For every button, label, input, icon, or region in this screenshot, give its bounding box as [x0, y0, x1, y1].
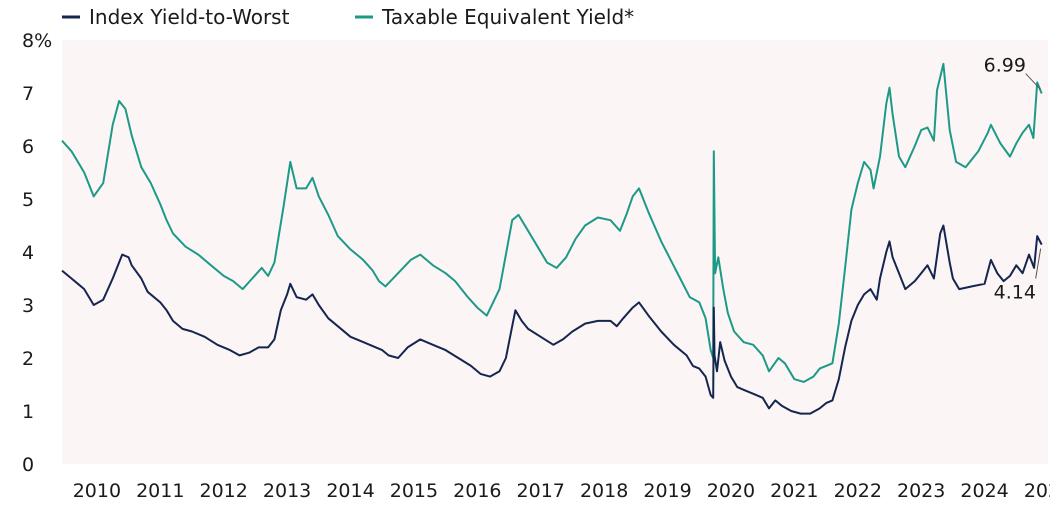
x-tick-label: 2022 — [834, 480, 882, 502]
annotation-label: 6.99 — [984, 55, 1026, 77]
x-tick-label: 2013 — [263, 480, 311, 502]
x-tick-label: 2025 — [1024, 480, 1050, 502]
y-tick-label: 1 — [22, 401, 34, 423]
series-layer — [61, 62, 1043, 415]
x-tick-label: 2019 — [643, 480, 691, 502]
x-tick-label: 2011 — [136, 480, 184, 502]
x-tick-label: 2024 — [960, 480, 1008, 502]
y-tick-label: 0 — [22, 454, 34, 476]
series-line-taxable-equivalent-yield — [61, 62, 1043, 383]
x-tick-label: 2015 — [390, 480, 438, 502]
x-tick-label: 2021 — [770, 480, 818, 502]
y-tick-label: 2 — [22, 348, 34, 370]
plot-background — [62, 40, 1048, 464]
y-tick-label: 5 — [22, 189, 34, 211]
y-tick-label: 7 — [22, 83, 34, 105]
x-tick-label: 2018 — [580, 480, 628, 502]
legend: Index Yield-to-Worst Taxable Equivalent … — [62, 5, 634, 29]
y-tick-label: 8% — [22, 30, 52, 52]
x-tick-label: 2012 — [200, 480, 248, 502]
y-tick-label: 4 — [22, 242, 34, 264]
series-line-index-yield-to-worst — [61, 224, 1043, 415]
x-axis: 2010 2011 2012 2013 2014 2015 2016 2017 2018 2019… — [73, 480, 1050, 502]
y-tick-label: 6 — [22, 136, 34, 158]
annotation-layer: 6.99 4.14 — [984, 55, 1042, 304]
x-tick-label: 2017 — [517, 480, 565, 502]
annotation-label: 4.14 — [994, 282, 1036, 304]
x-tick-label: 2020 — [707, 480, 755, 502]
y-tick-label: 3 — [22, 295, 34, 317]
x-tick-label: 2010 — [73, 480, 121, 502]
annotation-leader-line — [1025, 73, 1042, 90]
legend-label-index-yield-to-worst: Index Yield-to-Worst — [89, 5, 290, 29]
x-tick-label: 2014 — [326, 480, 374, 502]
legend-label-taxable-equivalent-yield: Taxable Equivalent Yield* — [381, 5, 634, 29]
x-tick-label: 2016 — [453, 480, 501, 502]
annotation-leader-line — [1035, 248, 1042, 279]
y-axis: 0 1 2 3 4 5 6 7 8% — [22, 30, 52, 476]
x-tick-label: 2023 — [897, 480, 945, 502]
